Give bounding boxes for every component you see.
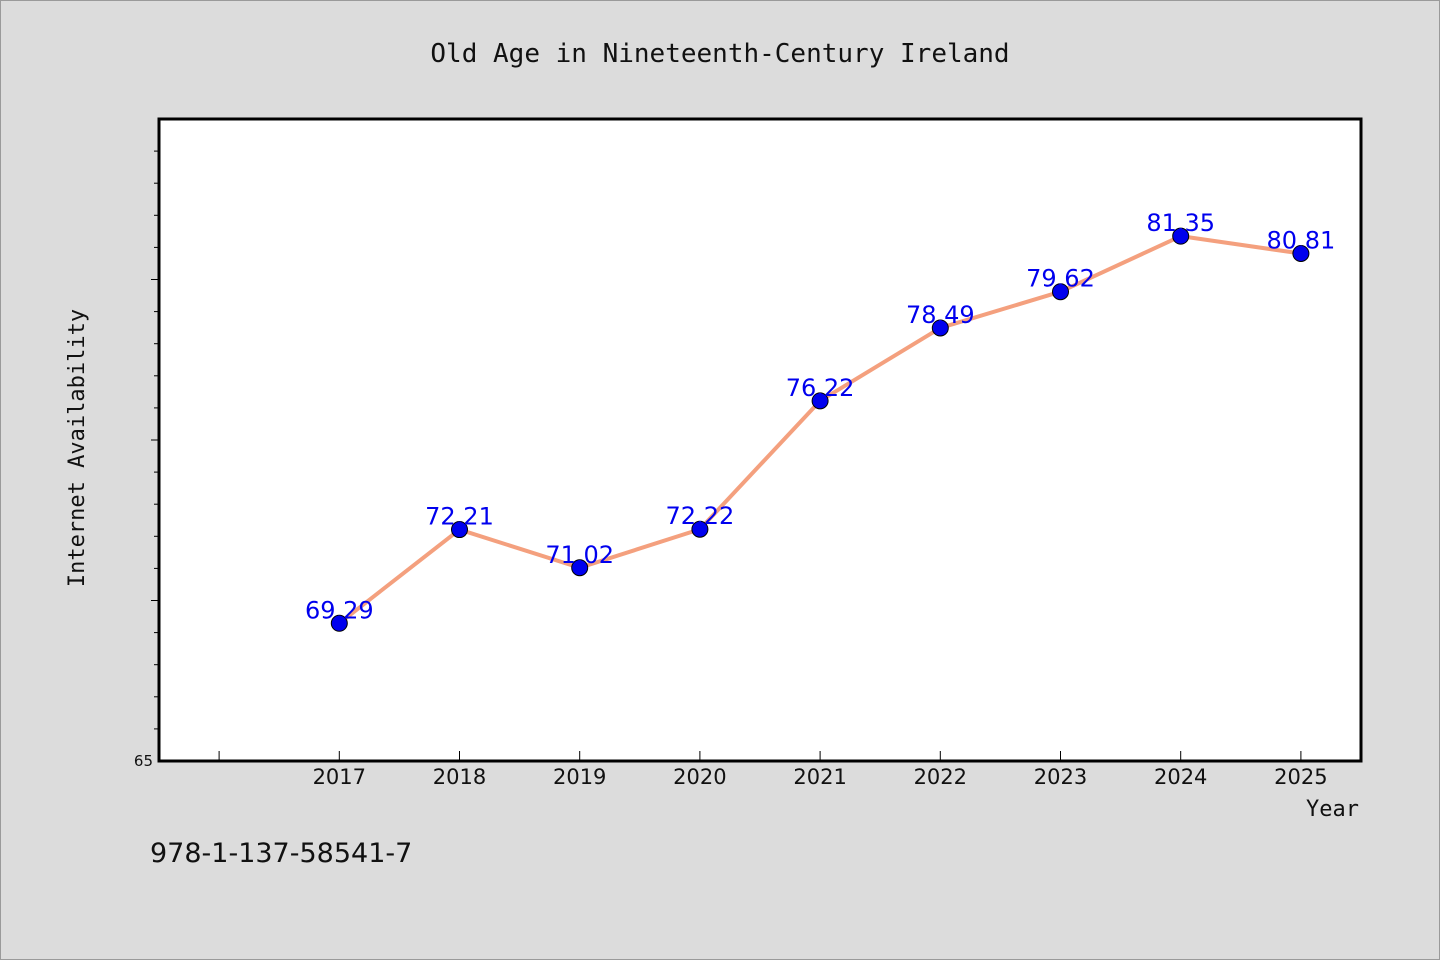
x-tick-label: 2020 xyxy=(673,765,726,789)
data-label-2024: 81.35 xyxy=(1146,209,1215,237)
x-tick-label: 2023 xyxy=(1034,765,1087,789)
footer-isbn-text: 978-1-137-58541-7 xyxy=(150,838,412,869)
x-axis-ticks: 2017 2018 2019 2020 2021 2022 2023 2024 2025 xyxy=(218,751,1328,789)
x-tick-label: 2018 xyxy=(433,765,486,789)
chart-title: Old Age in Nineteenth-Century Ireland xyxy=(430,39,1009,69)
x-tick-label: 2017 xyxy=(313,765,366,789)
data-point-2022 xyxy=(931,319,949,337)
x-tick-label: 2024 xyxy=(1154,765,1207,789)
data-point-2024 xyxy=(1172,227,1190,245)
data-point-2025 xyxy=(1292,244,1310,262)
data-label-2025: 80.81 xyxy=(1267,226,1336,254)
data-labels: 69.29 72.21 71.02 72.22 76.22 78.49 79.62 81.35… xyxy=(305,209,1335,624)
data-point-2020 xyxy=(691,520,709,538)
data-label-2020: 72.22 xyxy=(666,502,735,530)
y-axis-ticks: 65 xyxy=(134,150,159,770)
plot-area xyxy=(157,117,1363,763)
x-tick-label: 2025 xyxy=(1274,765,1327,789)
data-label-2023: 79.62 xyxy=(1026,265,1095,293)
y-tick-label: 65 xyxy=(134,752,153,770)
data-label-2019: 71.02 xyxy=(545,541,614,569)
data-point-2017 xyxy=(330,614,348,632)
x-axis-title: Year xyxy=(1306,797,1359,822)
data-label-2021: 76.22 xyxy=(786,374,855,402)
data-markers xyxy=(330,227,1310,632)
data-label-2022: 78.49 xyxy=(906,301,975,329)
data-point-2021 xyxy=(811,392,829,410)
x-tick-label: 2022 xyxy=(914,765,967,789)
x-tick-label: 2021 xyxy=(793,765,846,789)
y-axis-title: Internet Availability xyxy=(65,309,90,587)
data-label-2017: 69.29 xyxy=(305,596,374,624)
data-label-2018: 72.21 xyxy=(425,503,494,531)
x-tick-label: 2019 xyxy=(553,765,606,789)
data-point-2019 xyxy=(571,559,589,577)
data-point-2023 xyxy=(1052,283,1069,301)
data-point-2018 xyxy=(451,521,468,539)
